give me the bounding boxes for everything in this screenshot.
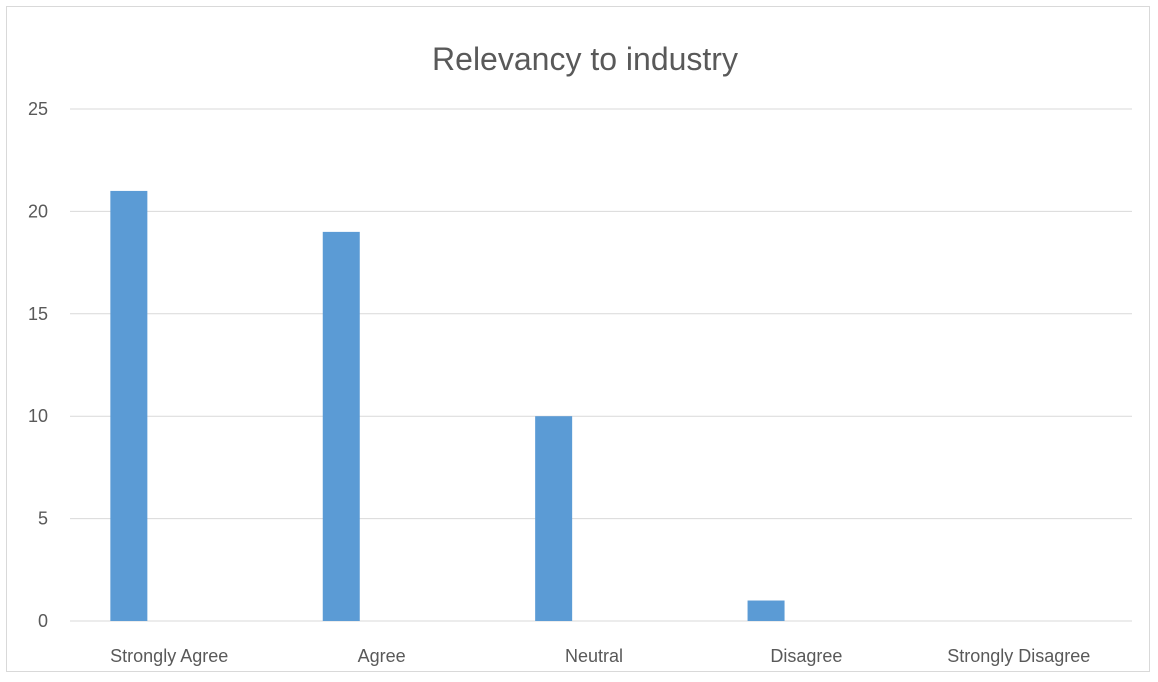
y-tick-label: 5 xyxy=(38,509,48,529)
y-tick-label: 15 xyxy=(28,304,48,324)
x-category-label: Strongly Disagree xyxy=(947,646,1090,666)
bar-agree xyxy=(322,231,360,621)
bar-strongly-agree xyxy=(110,190,148,622)
bar-disagree xyxy=(747,600,785,621)
bars xyxy=(110,190,785,622)
y-axis-ticks: 0 5 10 15 20 25 xyxy=(28,99,48,631)
x-axis-labels: Strongly Agree Agree Neutral Disagree Strong… xyxy=(110,646,1090,666)
x-category-label: Neutral xyxy=(565,646,623,666)
y-tick-label: 10 xyxy=(28,406,48,426)
y-tick-label: 25 xyxy=(28,99,48,119)
x-category-label: Agree xyxy=(358,646,406,666)
x-category-label: Strongly Agree xyxy=(110,646,228,666)
y-tick-label: 0 xyxy=(38,611,48,631)
x-category-label: Disagree xyxy=(770,646,842,666)
chart-title: Relevancy to industry xyxy=(432,41,738,77)
bar-neutral xyxy=(535,416,573,621)
gridlines xyxy=(70,108,1132,622)
chart-area xyxy=(6,6,1150,672)
y-tick-label: 20 xyxy=(28,201,48,221)
